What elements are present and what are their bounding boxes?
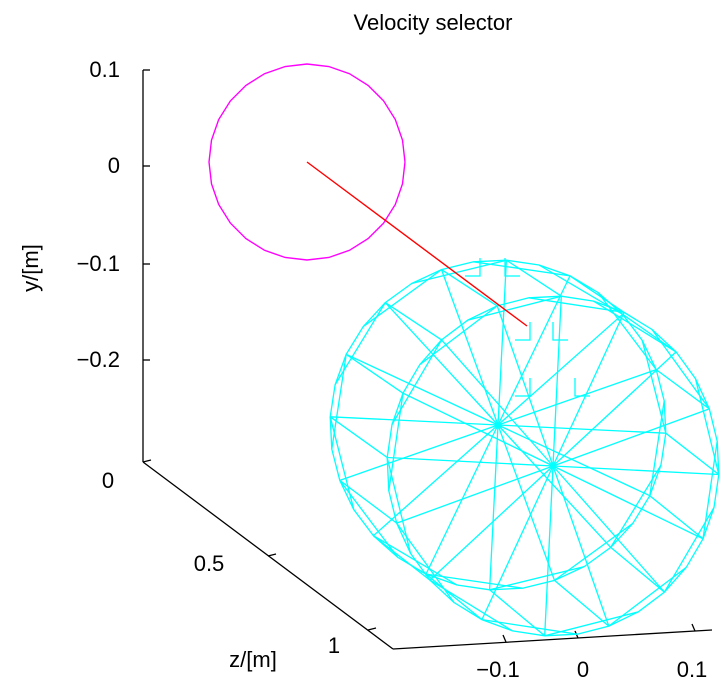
- disk-connector: [655, 369, 710, 410]
- disk-edge: [554, 522, 634, 581]
- bracket-mark: [552, 322, 568, 341]
- bracket-mark: [504, 258, 520, 277]
- disk-spoke: [402, 392, 554, 467]
- disk-connector: [345, 353, 404, 394]
- disk-spoke: [552, 351, 677, 467]
- y-tick-label: −0.1: [77, 251, 120, 276]
- x-axis-line: [392, 629, 713, 650]
- disk-spoke: [339, 424, 499, 482]
- disk-connector: [372, 535, 431, 581]
- disk-connector: [569, 275, 625, 313]
- x-tick-label: −0.1: [476, 657, 519, 682]
- disk-connector: [384, 302, 442, 341]
- disk-spoke: [497, 424, 556, 581]
- x-tick: [502, 634, 507, 643]
- disk-spoke: [429, 465, 554, 581]
- disk-spoke: [441, 339, 554, 467]
- disk-edge: [544, 611, 639, 637]
- disk-spoke: [497, 424, 651, 497]
- disk-spoke: [496, 305, 554, 467]
- y-tick-label: 0: [108, 153, 120, 178]
- disk-edge: [593, 300, 677, 353]
- disk-spoke: [552, 465, 719, 476]
- disk-edge: [388, 393, 404, 491]
- disk-spoke: [552, 465, 704, 540]
- x-tick-label: 0.1: [677, 657, 708, 682]
- z-tick-label: 0: [102, 468, 114, 493]
- disk-spoke: [440, 269, 499, 426]
- disk-edge: [649, 400, 665, 496]
- z-axis-label: z/[m]: [229, 647, 277, 672]
- disk-spoke: [488, 424, 499, 590]
- chart-title: Velocity selector: [354, 10, 513, 35]
- trajectory: [306, 161, 528, 327]
- disk-spoke: [330, 416, 499, 426]
- disk-edge: [411, 259, 507, 285]
- bracket-mark: [574, 378, 590, 397]
- disk-connector: [649, 495, 704, 540]
- disk-spoke: [396, 465, 554, 524]
- disk-connector: [441, 269, 498, 307]
- y-axis-label: y/[m]: [18, 244, 43, 292]
- disk-edge: [473, 261, 571, 277]
- disk-edge: [481, 618, 578, 635]
- z-tick-label: 1: [328, 633, 340, 658]
- disk-edge: [489, 565, 585, 591]
- disk-edge: [608, 566, 687, 627]
- bracket-mark: [515, 378, 531, 397]
- disk-spoke: [544, 465, 554, 636]
- disk-edge: [641, 340, 667, 434]
- z-tick: [267, 553, 277, 557]
- disk-spoke: [552, 465, 665, 593]
- z-tick: [142, 459, 152, 463]
- disk-spoke: [497, 424, 666, 434]
- disk-connector: [506, 259, 562, 297]
- disk-spoke: [552, 296, 562, 467]
- disk-connector: [665, 432, 720, 476]
- disk-connector: [425, 573, 483, 621]
- disk-spoke: [384, 302, 499, 426]
- disk-spoke: [497, 368, 657, 426]
- x-tick: [691, 623, 696, 632]
- disk-spoke: [552, 465, 610, 627]
- bracket-mark: [515, 322, 531, 341]
- disk-edge: [331, 354, 347, 450]
- disk-connector: [610, 546, 665, 593]
- disk-edge: [362, 269, 442, 328]
- y-tick-label: 0.1: [89, 57, 120, 82]
- disk-edge: [702, 441, 718, 539]
- disk-spoke: [372, 424, 499, 537]
- aperture-circle-ring: [208, 63, 406, 261]
- disk-spoke: [497, 424, 612, 548]
- disk-edge: [694, 378, 720, 475]
- z-tick-label: 0.5: [194, 551, 225, 576]
- disk-connector: [622, 313, 677, 353]
- disk-edge: [528, 297, 625, 314]
- disk-spoke: [345, 353, 499, 426]
- disk-spoke: [387, 456, 554, 467]
- disk-connector: [554, 579, 610, 627]
- wireframe-disks: [329, 258, 720, 637]
- axes: [142, 69, 713, 650]
- x-tick-label: 0: [577, 657, 589, 682]
- z-tick: [367, 627, 377, 631]
- disk-edge: [663, 507, 715, 593]
- disk-spoke: [497, 275, 571, 426]
- disk-spoke: [552, 312, 625, 467]
- disk-edge: [334, 302, 386, 386]
- disk-spoke: [552, 408, 710, 467]
- disk-spoke: [497, 313, 624, 426]
- disk-connector: [489, 589, 546, 637]
- bracket-mark: [465, 258, 481, 277]
- disk-spoke: [497, 260, 508, 426]
- disk-connector: [329, 416, 388, 459]
- aperture-circle: [208, 63, 406, 261]
- y-tick-label: −0.2: [77, 347, 120, 372]
- trajectory-line: [306, 161, 528, 327]
- disk-connector: [339, 479, 398, 524]
- disk-edge: [391, 339, 443, 425]
